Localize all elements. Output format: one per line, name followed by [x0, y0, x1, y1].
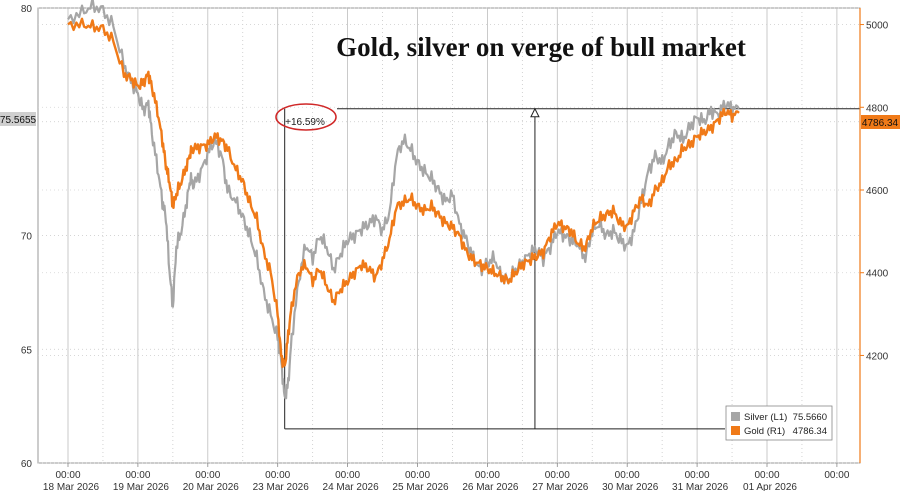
legend-box — [725, 405, 833, 441]
y-tick-label-left: 65 — [21, 345, 33, 356]
y-tick-label-right: 5000 — [866, 21, 889, 32]
plot-area — [37, 7, 861, 464]
annotation-layer — [284, 107, 860, 430]
y-tick-label-right: 4800 — [866, 103, 889, 114]
y-tick-label-right: 4600 — [866, 186, 889, 197]
x-tick-label-date: 31 Mar 2026 — [672, 482, 729, 491]
x-tick-label-date: 23 Mar 2026 — [253, 482, 310, 491]
x-tick-label-date: 30 Mar 2026 — [602, 482, 659, 491]
legend-label-silver: Silver (L1) — [744, 412, 787, 423]
legend-value-silver: 75.5660 — [793, 412, 827, 423]
x-tick-label-time: 00:00 — [125, 470, 150, 481]
gold-last-value-tag: 4786.34 — [862, 118, 899, 129]
silver-last-value-tag: 75.5655 — [0, 115, 37, 126]
x-tick-label-date: 20 Mar 2026 — [183, 482, 240, 491]
legend-value-gold: 4786.34 — [793, 426, 827, 437]
legend: Silver (L1) 75.5660 Gold (R1) 4786.34 — [725, 405, 833, 441]
x-tick-label-time: 00:00 — [685, 470, 710, 481]
x-tick-label-time: 00:00 — [615, 470, 640, 481]
x-tick-label-time: 00:00 — [195, 470, 220, 481]
gold-last-value-tag-bg — [861, 115, 900, 129]
y-tick-label-left: 60 — [21, 459, 33, 470]
series-line-silver — [67, 0, 740, 400]
x-tick-label-date: 19 Mar 2026 — [113, 482, 170, 491]
x-tick-label-time: 00:00 — [475, 470, 500, 481]
x-tick-label-time: 00:00 — [335, 470, 360, 481]
y-tick-label-left: 70 — [21, 232, 33, 243]
legend-label-gold: Gold (R1) — [744, 426, 785, 437]
x-tick-label-time: 00:00 — [55, 470, 80, 481]
annotation-circle — [275, 103, 337, 131]
x-tick-label-date: 27 Mar 2026 — [532, 482, 589, 491]
y-tick-label-left: 80 — [21, 4, 33, 15]
y-tick-label-right: 4400 — [866, 269, 889, 280]
x-tick-label-date: 01 Apr 2026 — [743, 482, 797, 491]
x-tick-label-time: 00:00 — [754, 470, 779, 481]
x-tick-label-date: 24 Mar 2026 — [323, 482, 380, 491]
y-tick-label-right: 4200 — [866, 351, 889, 362]
x-tick-label-date: 26 Mar 2026 — [462, 482, 519, 491]
x-tick-label-time: 00:00 — [824, 470, 849, 481]
silver-last-value-tag-bg — [0, 112, 36, 126]
series-line-gold — [67, 17, 740, 369]
x-tick-label-date: 25 Mar 2026 — [392, 482, 449, 491]
legend-swatch-silver — [731, 412, 740, 421]
annotation-arrow-head — [530, 107, 540, 118]
x-tick-label-time: 00:00 — [545, 470, 570, 481]
x-tick-label-time: 00:00 — [405, 470, 430, 481]
legend-swatch-gold — [731, 426, 740, 435]
x-tick-label-date: 18 Mar 2026 — [43, 482, 100, 491]
annotation-label: +16.59% — [285, 117, 325, 128]
x-tick-label-time: 00:00 — [265, 470, 290, 481]
grid-layer — [38, 7, 860, 464]
chart-title: Gold, silver on verge of bull market — [336, 32, 746, 62]
series-layer — [67, 0, 740, 400]
